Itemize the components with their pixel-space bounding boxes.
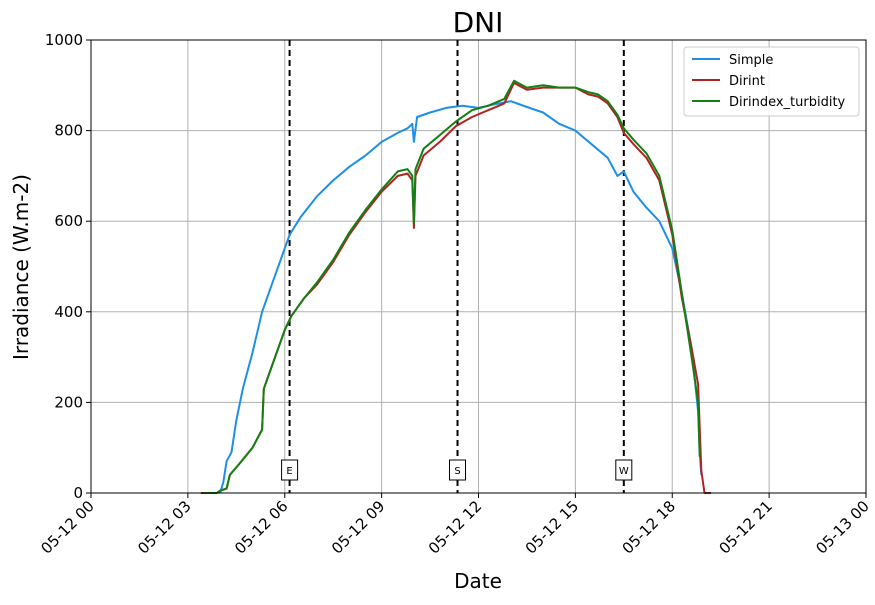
y-tick-label: 200: [54, 393, 83, 411]
legend-label: Dirint: [729, 74, 765, 89]
x-tick-label: 05-13 00: [812, 497, 872, 557]
y-axis-label: Irradiance (W.m-2): [9, 174, 33, 360]
vline-label-box: [281, 459, 299, 481]
y-axis: 0 200 400 600 800 1000: [45, 31, 91, 502]
vline-label: W: [619, 466, 629, 477]
series-line-simple: [219, 100, 703, 494]
y-tick-label: 800: [54, 122, 83, 140]
vline-label-box: [449, 459, 467, 481]
x-tick-label: 05-12 09: [328, 497, 388, 557]
legend-label: Dirindex_turbidity: [729, 95, 846, 110]
legend-box: [683, 46, 860, 117]
legend-label: Simple: [729, 53, 773, 68]
y-tick-label: 600: [54, 212, 83, 230]
x-tick-label: 05-12 03: [134, 497, 194, 557]
x-tick-label: 05-12 06: [231, 497, 291, 557]
x-tick-label: 05-12 15: [522, 497, 582, 557]
y-tick-label: 400: [54, 303, 83, 321]
x-tick-label: 05-12 21: [716, 497, 776, 557]
x-tick-label: 05-12 12: [425, 497, 485, 557]
x-tick-label: 05-12 00: [37, 497, 97, 557]
series-line-dirindex_turbidity: [204, 79, 701, 494]
series-lines: [200, 79, 711, 494]
chart-title: DNI: [453, 6, 504, 39]
y-tick-label: 0: [73, 484, 83, 502]
vline-label: S: [454, 466, 460, 477]
series-line-dirint: [200, 82, 711, 494]
x-tick-label: 05-12 18: [619, 497, 679, 557]
vline-label-box: [615, 459, 633, 481]
y-tick-label: 1000: [45, 31, 83, 49]
x-axis-label: Date: [454, 569, 502, 593]
x-axis: 05-12 00 05-12 03 05-12 06 05-12 09 05-12 12…: [37, 493, 873, 558]
legend: Simple Dirint Dirindex_turbidity: [683, 46, 860, 117]
vline-label: E: [286, 466, 292, 477]
